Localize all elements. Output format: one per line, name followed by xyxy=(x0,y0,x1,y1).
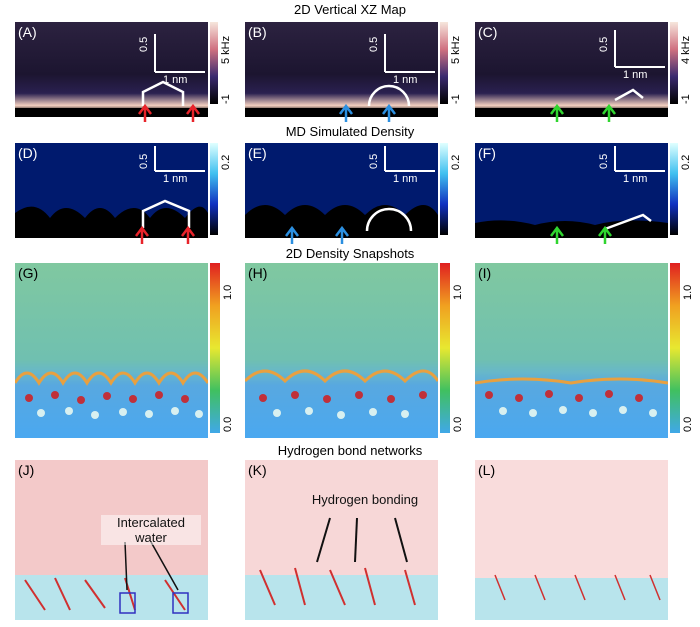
hydrogen-bonding-annotation: Hydrogen bonding xyxy=(311,492,419,507)
panel-label-e: (E) xyxy=(248,145,267,161)
colorbar-e-max: 0.2 xyxy=(450,154,462,170)
panel-c: (C) 1 nm 0.5 xyxy=(475,22,668,117)
red-arrow-a1 xyxy=(138,103,152,122)
colorbar-c xyxy=(670,22,678,104)
panel-label-a: (A) xyxy=(18,24,37,40)
colorbar-a xyxy=(210,22,218,104)
panel-h-image xyxy=(245,369,438,419)
scalebar-h-d: 1 nm xyxy=(163,173,188,185)
scalebar-h-f: 1 nm xyxy=(623,173,648,185)
panel-k-image xyxy=(245,460,438,620)
panel-f-image xyxy=(475,146,668,238)
blue-arrow-b2 xyxy=(382,103,396,122)
panel-d-image xyxy=(15,146,208,238)
colorbar-d xyxy=(210,143,218,235)
colorbar-f-max: 0.2 xyxy=(680,154,692,170)
panel-label-i: (I) xyxy=(478,265,492,281)
colorbar-b xyxy=(440,22,448,104)
panel-i-image xyxy=(475,377,668,417)
scalebar-v-f: 0.5 xyxy=(598,153,610,169)
colorbar-i-max: 1.0 xyxy=(682,284,694,300)
panel-l-image xyxy=(475,460,668,620)
scalebar-v-d: 0.5 xyxy=(138,153,150,169)
panel-label-k: (K) xyxy=(248,462,267,478)
colorbar-e xyxy=(440,143,448,235)
panel-j: (J) Intercalated water xyxy=(15,460,208,620)
panel-i: (I) xyxy=(475,263,668,438)
panel-c-image xyxy=(475,30,668,117)
colorbar-h-min: 0.0 xyxy=(452,416,464,432)
green-arrow-c2 xyxy=(602,103,616,122)
scalebar-h-b: 1 nm xyxy=(393,74,418,86)
scalebar-v-b: 0.5 xyxy=(368,36,380,52)
colorbar-i-min: 0.0 xyxy=(682,416,694,432)
panel-label-c: (C) xyxy=(478,24,498,40)
intercalated-water-annotation: Intercalated water xyxy=(101,515,201,545)
row1-title: 2D Vertical XZ Map xyxy=(294,2,406,17)
scalebar-v-e: 0.5 xyxy=(368,153,380,169)
row3-title: 2D Density Snapshots xyxy=(285,246,415,261)
row4-title: Hydrogen bond networks xyxy=(277,443,423,458)
panel-h: (H) xyxy=(245,263,438,438)
colorbar-g-max: 1.0 xyxy=(222,284,234,300)
colorbar-c-max: 4 kHz xyxy=(680,35,692,64)
colorbar-h xyxy=(440,263,450,433)
colorbar-a-max: 5 kHz xyxy=(220,35,232,64)
panel-label-h: (H) xyxy=(248,265,268,281)
colorbar-d-max: 0.2 xyxy=(220,154,232,170)
row2-title: MD Simulated Density xyxy=(285,124,415,139)
panel-f: (F) 1 nm 0.5 xyxy=(475,143,668,238)
colorbar-h-max: 1.0 xyxy=(452,284,464,300)
panel-label-g: (G) xyxy=(18,265,39,281)
panel-a-image xyxy=(15,34,208,117)
panel-g-image xyxy=(15,371,208,419)
panel-l: (L) xyxy=(475,460,668,620)
scalebar-v-a: 0.5 xyxy=(138,36,150,52)
panel-a: (A) 1 nm 0.5 xyxy=(15,22,208,117)
blue-arrow-b1 xyxy=(339,103,353,122)
row1-arrows xyxy=(138,103,616,122)
panel-label-f: (F) xyxy=(478,145,496,161)
panel-label-b: (B) xyxy=(248,24,267,40)
panel-label-d: (D) xyxy=(18,145,38,161)
scalebar-v-c: 0.5 xyxy=(598,36,610,52)
colorbar-f xyxy=(670,143,678,235)
row2-arrows xyxy=(135,225,612,244)
intercalated-box-1 xyxy=(119,592,136,614)
scalebar-h-e: 1 nm xyxy=(393,173,418,185)
intercalated-box-2 xyxy=(172,592,189,614)
colorbar-g-min: 0.0 xyxy=(222,416,234,432)
panel-g: (G) xyxy=(15,263,208,438)
red-arrow-a2 xyxy=(186,103,200,122)
panel-d: (D) 1 nm 0.5 xyxy=(15,143,208,238)
panel-label-l: (L) xyxy=(478,462,496,478)
colorbar-b-max: 5 kHz xyxy=(450,35,462,64)
scalebar-h-c: 1 nm xyxy=(623,69,648,81)
green-arrow-c1 xyxy=(550,103,564,122)
scalebar-h-a: 1 nm xyxy=(163,74,188,86)
panel-k: (K) Hydrogen bonding xyxy=(245,460,438,620)
colorbar-g xyxy=(210,263,220,433)
panel-label-j: (J) xyxy=(18,462,35,478)
colorbar-i xyxy=(670,263,680,433)
